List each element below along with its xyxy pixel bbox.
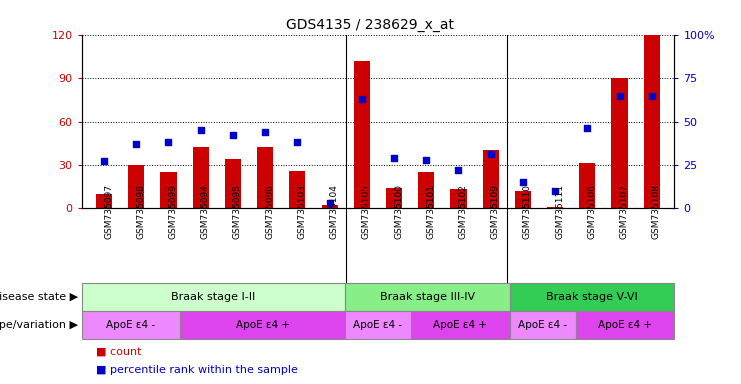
Text: GSM735111: GSM735111 [555, 184, 564, 239]
Point [582, 125, 594, 131]
Point [324, 200, 336, 206]
Text: ■ count: ■ count [96, 347, 142, 357]
Text: genotype/variation ▶: genotype/variation ▶ [0, 320, 78, 330]
Text: ApoE ε4 -: ApoE ε4 - [107, 320, 156, 330]
Point [420, 157, 432, 163]
Bar [257, 147, 273, 208]
Bar [576, 311, 674, 339]
Bar [353, 61, 370, 208]
Text: ApoE ε4 -: ApoE ε4 - [518, 320, 567, 330]
Text: ApoE ε4 +: ApoE ε4 + [236, 320, 290, 330]
Point [227, 132, 239, 138]
Bar [225, 159, 241, 208]
Bar [482, 150, 499, 208]
Point [517, 179, 529, 185]
Text: GSM735104: GSM735104 [330, 184, 339, 239]
Bar [82, 283, 345, 311]
Bar [579, 163, 595, 208]
Text: GSM735094: GSM735094 [201, 184, 210, 239]
Bar [510, 283, 674, 311]
Text: GSM735103: GSM735103 [297, 184, 306, 239]
Text: GSM735106: GSM735106 [588, 184, 597, 239]
Bar [411, 311, 510, 339]
Text: Braak stage III-IV: Braak stage III-IV [379, 292, 475, 302]
Bar [161, 172, 176, 208]
Bar [547, 207, 563, 208]
Bar [644, 35, 659, 208]
Text: ApoE ε4 -: ApoE ε4 - [353, 320, 402, 330]
Bar [345, 283, 510, 311]
Text: GSM735097: GSM735097 [104, 184, 113, 239]
Point [614, 93, 625, 99]
Bar [322, 205, 338, 208]
Bar [451, 189, 467, 208]
Bar [510, 311, 576, 339]
Text: GSM735095: GSM735095 [233, 184, 242, 239]
Point [549, 188, 561, 194]
Text: GSM735108: GSM735108 [652, 184, 661, 239]
Bar [345, 311, 411, 339]
Point [356, 96, 368, 102]
Text: GSM735099: GSM735099 [168, 184, 178, 239]
Bar [386, 188, 402, 208]
Point [98, 158, 110, 164]
Bar [128, 165, 144, 208]
Text: Braak stage I-II: Braak stage I-II [171, 292, 256, 302]
Text: GSM735109: GSM735109 [491, 184, 499, 239]
Point [646, 93, 658, 99]
Bar [611, 78, 628, 208]
Text: ApoE ε4 +: ApoE ε4 + [433, 320, 488, 330]
Text: GSM735096: GSM735096 [265, 184, 274, 239]
Point [259, 129, 271, 135]
Point [485, 151, 496, 157]
Point [162, 139, 174, 145]
Text: Braak stage V-VI: Braak stage V-VI [546, 292, 638, 302]
Text: disease state ▶: disease state ▶ [0, 292, 78, 302]
Bar [82, 311, 180, 339]
Bar [515, 191, 531, 208]
Text: GDS4135 / 238629_x_at: GDS4135 / 238629_x_at [287, 18, 454, 32]
Text: GSM735098: GSM735098 [136, 184, 145, 239]
Text: GSM735101: GSM735101 [426, 184, 435, 239]
Text: ApoE ε4 +: ApoE ε4 + [598, 320, 652, 330]
Point [453, 167, 465, 173]
Bar [289, 170, 305, 208]
Text: ■ percentile rank within the sample: ■ percentile rank within the sample [96, 365, 298, 375]
Point [130, 141, 142, 147]
Text: GSM735110: GSM735110 [523, 184, 532, 239]
Text: GSM735107: GSM735107 [619, 184, 628, 239]
Point [388, 155, 400, 161]
Point [291, 139, 303, 145]
Text: GSM735100: GSM735100 [394, 184, 403, 239]
Point [195, 127, 207, 133]
Bar [418, 172, 434, 208]
Text: GSM735102: GSM735102 [459, 184, 468, 239]
Bar [96, 194, 112, 208]
Text: GSM735105: GSM735105 [362, 184, 370, 239]
Bar [180, 311, 345, 339]
Bar [193, 147, 209, 208]
